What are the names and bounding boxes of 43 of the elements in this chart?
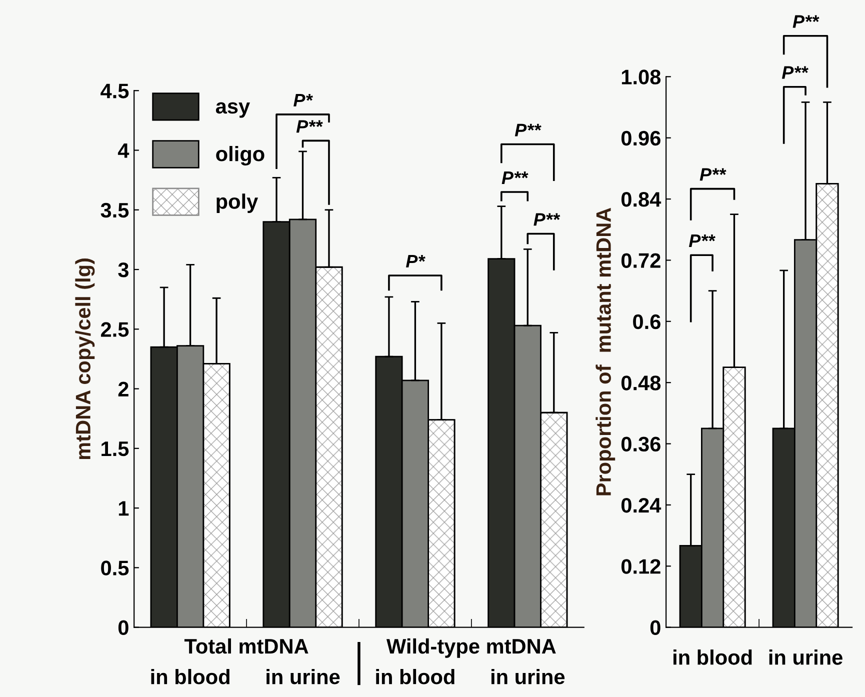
annotation: P* [294, 94, 313, 106]
y-axis-title: Proportion of mutant mtDNA [596, 208, 616, 496]
y-tick-label: 0.12 [621, 559, 660, 574]
legend-label: oligo [216, 146, 264, 166]
y-tick-label: 4 [118, 143, 130, 158]
annotation: P** [296, 120, 323, 133]
annotation: P** [502, 172, 528, 184]
annotation: P** [514, 124, 542, 136]
x-tick-label: in urine [491, 668, 565, 684]
y-tick-label: 0 [650, 620, 660, 636]
y-tick-label: 0.72 [621, 253, 660, 268]
y-tick-label: 1.5 [102, 442, 129, 456]
y-tick-label: 1.08 [622, 70, 661, 84]
legend-label: poly [216, 194, 258, 213]
y-tick-label: 3.5 [100, 202, 129, 218]
y-tick-label: 4.5 [100, 84, 129, 98]
y-tick-label: 0.84 [621, 192, 662, 207]
x-tick-label: in blood [151, 668, 230, 684]
x-tick-label: in urine [769, 650, 842, 665]
y-tick-label: 2.5 [100, 322, 129, 337]
y-tick-label: 0.5 [101, 560, 129, 576]
y-tick-label: 0 [118, 620, 128, 636]
legend-label: asy [216, 102, 250, 118]
y-tick-label: 2 [118, 382, 128, 396]
x-tick-label: in blood [674, 650, 752, 665]
y-tick-label: 3 [118, 262, 128, 278]
annotation: P** [782, 66, 808, 79]
x-tick-label: in urine [266, 668, 340, 684]
y-tick-label: 1 [118, 501, 129, 516]
y-tick-label: 0.36 [621, 436, 660, 452]
annotation: P** [534, 213, 560, 226]
annotation: P** [700, 168, 726, 181]
y-tick-label: 0.24 [621, 498, 662, 513]
text: P** [792, 15, 820, 28]
y-tick-label: 0.96 [621, 130, 660, 146]
text: Wild-type mtDNA [386, 638, 556, 658]
y-tick-label: 0.6 [633, 314, 660, 330]
y-axis-title: mtDNA copy/cell (lg) [75, 258, 95, 460]
annotation: P* [406, 255, 426, 268]
x-tick-label: in blood [376, 668, 454, 684]
annotation: P** [688, 234, 716, 247]
text: Total mtDNA [184, 638, 308, 654]
y-tick-label: 0.48 [621, 376, 661, 390]
